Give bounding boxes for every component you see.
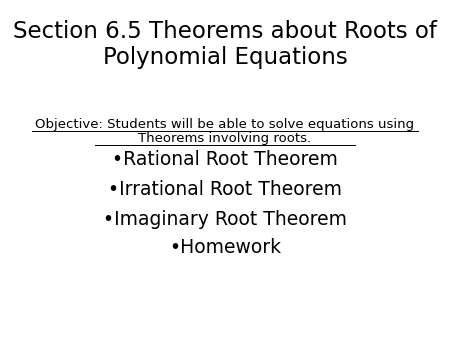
Text: •Imaginary Root Theorem: •Imaginary Root Theorem bbox=[103, 210, 347, 229]
Text: Section 6.5 Theorems about Roots of
Polynomial Equations: Section 6.5 Theorems about Roots of Poly… bbox=[13, 20, 437, 69]
Text: •Rational Root Theorem: •Rational Root Theorem bbox=[112, 150, 338, 169]
Text: Theorems involving roots.: Theorems involving roots. bbox=[139, 132, 311, 145]
Text: Objective: Students will be able to solve equations using: Objective: Students will be able to solv… bbox=[36, 118, 414, 131]
Text: •Irrational Root Theorem: •Irrational Root Theorem bbox=[108, 180, 342, 199]
Text: •Homework: •Homework bbox=[169, 238, 281, 257]
